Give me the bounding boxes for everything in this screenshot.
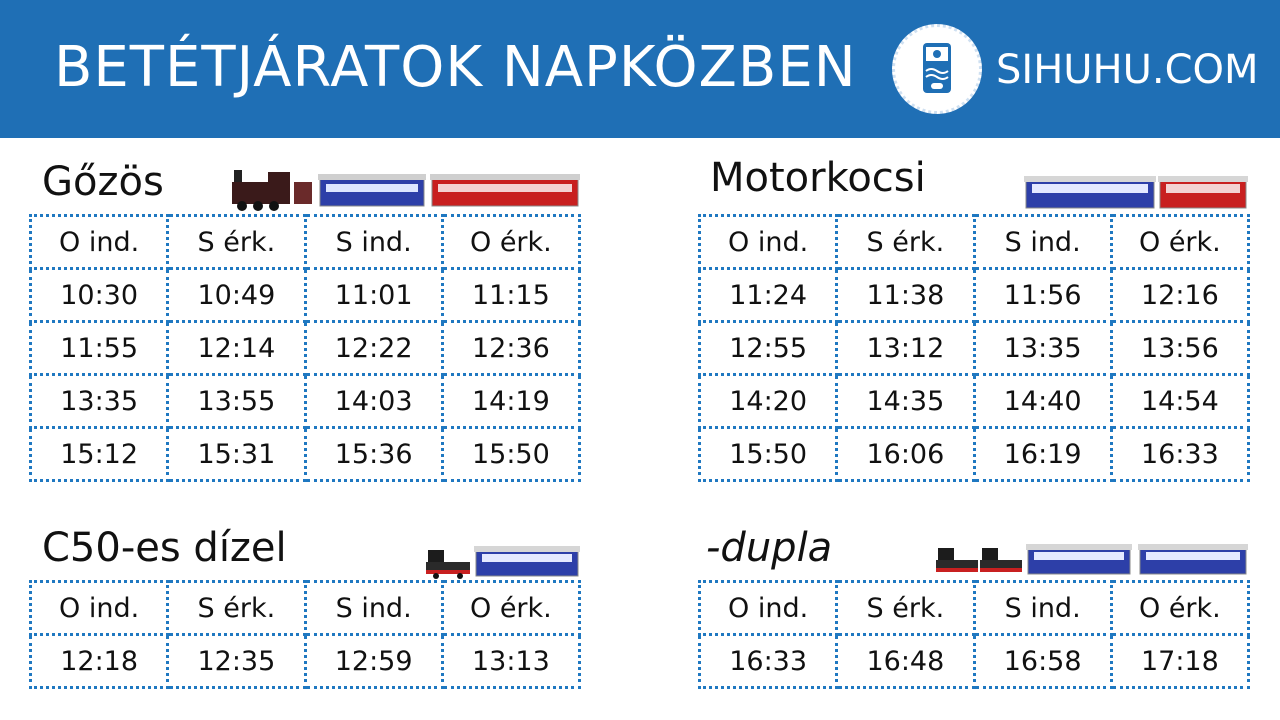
table-header-row: O ind. S érk. S ind. O érk. [697,580,1251,636]
double-diesel-train-icon [936,544,1248,575]
col-header: O ind. [697,214,839,270]
section-title-diesel: C50-es dízel [42,525,287,571]
table-row: 12:55 13:12 13:35 13:56 [697,320,1251,376]
time-cell: 11:56 [972,267,1113,323]
time-cell: 16:48 [835,633,976,689]
time-cell: 16:19 [972,426,1113,482]
time-cell: 10:49 [166,267,307,323]
time-cell: 12:14 [166,320,307,376]
col-header: S érk. [166,580,307,636]
time-cell: 13:12 [835,320,976,376]
site-name: SIHUHU.COM [996,47,1259,93]
time-cell: 14:35 [835,373,976,429]
time-cell: 11:15 [440,267,582,323]
table-row: 15:12 15:31 15:36 15:50 [28,426,582,482]
table-row: 10:30 10:49 11:01 11:15 [28,267,582,323]
time-cell: 12:35 [166,633,307,689]
time-cell: 15:36 [303,426,444,482]
time-cell: 14:20 [697,373,839,429]
time-cell: 11:38 [835,267,976,323]
time-cell: 13:35 [972,320,1113,376]
col-header: O érk. [440,214,582,270]
time-cell: 12:55 [697,320,839,376]
header-bar: BETÉTJÁRATOK NAPKÖZBEN SIHUHU.COM [0,0,1280,138]
sihuhu-logo-icon [892,24,982,114]
time-cell: 12:16 [1109,267,1251,323]
time-cell: 16:58 [972,633,1113,689]
steam-train-icon [232,170,580,211]
time-cell: 15:50 [697,426,839,482]
diesel-train-icon [426,546,580,579]
section-title-double: -dupla [706,525,833,571]
railcar-train-icon [1024,176,1248,209]
time-cell: 11:55 [28,320,170,376]
timetable-steam: O ind. S érk. S ind. O érk. 10:30 10:49 … [28,214,582,482]
time-cell: 11:01 [303,267,444,323]
table-row: 11:24 11:38 11:56 12:16 [697,267,1251,323]
time-cell: 16:06 [835,426,976,482]
col-header: O ind. [697,580,839,636]
table-row: 13:35 13:55 14:03 14:19 [28,373,582,429]
time-cell: 16:33 [1109,426,1251,482]
time-cell: 13:56 [1109,320,1251,376]
time-cell: 16:33 [697,633,839,689]
time-cell: 14:03 [303,373,444,429]
time-cell: 12:18 [28,633,170,689]
col-header: O ind. [28,214,170,270]
table-row: 12:18 12:35 12:59 13:13 [28,633,582,689]
timetable-railcar: O ind. S érk. S ind. O érk. 11:24 11:38 … [697,214,1251,482]
col-header: S ind. [303,580,444,636]
time-cell: 17:18 [1109,633,1251,689]
time-cell: 14:19 [440,373,582,429]
col-header: S érk. [835,580,976,636]
table-row: 14:20 14:35 14:40 14:54 [697,373,1251,429]
section-title-steam: Gőzös [42,159,164,205]
time-cell: 12:36 [440,320,582,376]
col-header: O ind. [28,580,170,636]
table-row: 11:55 12:14 12:22 12:36 [28,320,582,376]
time-cell: 12:59 [303,633,444,689]
col-header: O érk. [1109,580,1251,636]
col-header: O érk. [440,580,582,636]
col-header: S érk. [166,214,307,270]
time-cell: 13:35 [28,373,170,429]
page-title: BETÉTJÁRATOK NAPKÖZBEN [54,35,857,100]
time-cell: 15:12 [28,426,170,482]
time-cell: 15:50 [440,426,582,482]
table-header-row: O ind. S érk. S ind. O érk. [28,214,582,270]
table-row: 16:33 16:48 16:58 17:18 [697,633,1251,689]
col-header: S ind. [972,214,1113,270]
time-cell: 13:13 [440,633,582,689]
time-cell: 10:30 [28,267,170,323]
time-cell: 14:54 [1109,373,1251,429]
col-header: S ind. [303,214,444,270]
table-header-row: O ind. S érk. S ind. O érk. [697,214,1251,270]
col-header: S érk. [835,214,976,270]
time-cell: 13:55 [166,373,307,429]
table-row: 15:50 16:06 16:19 16:33 [697,426,1251,482]
col-header: O érk. [1109,214,1251,270]
time-cell: 12:22 [303,320,444,376]
time-cell: 14:40 [972,373,1113,429]
section-title-railcar: Motorkocsi [710,155,926,201]
col-header: S ind. [972,580,1113,636]
timetable-double: O ind. S érk. S ind. O érk. 16:33 16:48 … [697,580,1251,689]
time-cell: 11:24 [697,267,839,323]
timetable-diesel: O ind. S érk. S ind. O érk. 12:18 12:35 … [28,580,582,689]
time-cell: 15:31 [166,426,307,482]
table-header-row: O ind. S érk. S ind. O érk. [28,580,582,636]
